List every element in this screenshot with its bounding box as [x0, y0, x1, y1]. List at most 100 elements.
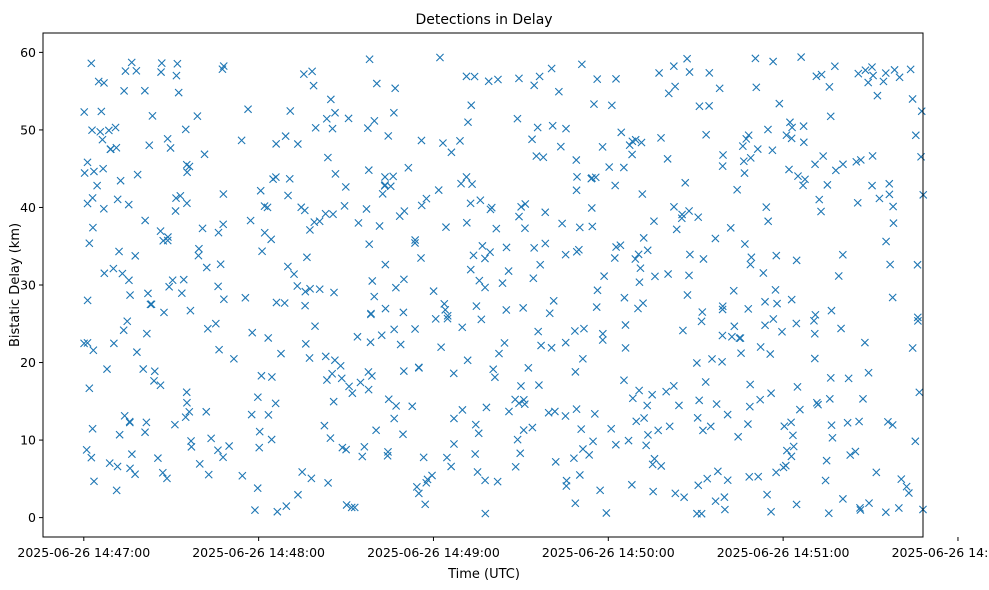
data-point	[142, 329, 151, 338]
data-point	[170, 420, 179, 429]
data-point	[662, 387, 671, 396]
data-point	[463, 356, 472, 365]
data-point	[781, 461, 790, 470]
data-point	[271, 173, 280, 182]
data-point	[255, 427, 264, 436]
data-point	[782, 131, 791, 140]
data-point	[202, 407, 211, 416]
data-point	[723, 476, 732, 485]
data-point	[384, 395, 393, 404]
data-point	[532, 152, 541, 161]
data-point	[885, 179, 894, 188]
data-point	[464, 118, 472, 127]
data-point	[148, 111, 157, 120]
data-point	[585, 450, 594, 459]
data-point	[469, 251, 478, 260]
data-point	[883, 417, 892, 426]
data-point	[375, 221, 384, 230]
data-point	[616, 241, 625, 250]
data-point	[213, 446, 222, 455]
data-point	[788, 431, 797, 440]
data-point	[225, 442, 234, 451]
data-point	[392, 401, 401, 410]
data-point	[127, 450, 136, 459]
data-point	[458, 323, 467, 332]
data-point	[838, 160, 847, 169]
data-point	[203, 324, 212, 333]
data-point	[166, 143, 175, 152]
data-point	[547, 64, 556, 73]
data-point	[823, 180, 832, 189]
data-point	[165, 282, 174, 291]
data-point	[246, 216, 255, 225]
data-point	[680, 493, 689, 502]
data-point	[881, 69, 890, 78]
data-point	[562, 124, 570, 133]
data-point	[116, 176, 125, 185]
data-point	[417, 136, 426, 145]
data-point	[113, 195, 122, 204]
data-point	[577, 425, 586, 434]
data-point	[182, 388, 191, 397]
data-point	[703, 474, 712, 483]
data-point	[574, 245, 583, 254]
data-point	[157, 59, 166, 68]
data-point	[746, 153, 755, 162]
data-point	[734, 432, 743, 441]
data-point	[177, 289, 186, 298]
data-point	[467, 101, 476, 110]
data-point	[126, 464, 135, 473]
data-point	[323, 153, 332, 162]
data-point	[697, 317, 706, 326]
data-point	[873, 91, 882, 100]
data-point	[872, 468, 881, 477]
data-point	[756, 343, 765, 351]
data-point	[99, 204, 108, 213]
data-point	[864, 78, 873, 87]
data-point	[587, 174, 596, 183]
data-point	[745, 402, 754, 411]
data-point	[253, 484, 262, 493]
data-point	[830, 62, 839, 71]
data-point	[153, 454, 162, 463]
data-point	[811, 310, 820, 319]
data-point	[141, 216, 150, 225]
data-point	[481, 476, 490, 485]
data-point	[163, 236, 172, 245]
data-point	[181, 125, 190, 134]
data-point	[267, 373, 276, 382]
data-point	[481, 509, 490, 518]
data-point	[238, 471, 247, 480]
data-point	[671, 489, 680, 498]
data-point	[326, 95, 335, 104]
data-point	[324, 478, 333, 487]
data-point	[125, 418, 134, 427]
data-point	[449, 440, 458, 448]
data-point	[256, 186, 265, 195]
data-point	[474, 429, 483, 438]
data-point	[182, 398, 191, 407]
data-point	[353, 332, 362, 341]
data-point	[648, 390, 657, 399]
data-point	[471, 450, 480, 458]
data-point	[88, 193, 97, 202]
data-point	[229, 354, 238, 363]
data-point	[83, 338, 92, 347]
data-point	[602, 508, 611, 517]
data-point	[96, 127, 105, 136]
data-point	[338, 443, 347, 452]
data-point	[87, 453, 96, 462]
data-point	[286, 107, 295, 116]
data-point	[414, 489, 423, 498]
data-point	[204, 470, 213, 479]
data-point	[785, 165, 793, 174]
data-point	[449, 369, 458, 378]
data-point	[477, 315, 486, 324]
data-point	[328, 369, 337, 378]
data-point	[298, 468, 307, 476]
data-point	[475, 276, 484, 285]
data-point	[500, 338, 509, 347]
data-point	[551, 457, 560, 466]
data-point	[590, 409, 599, 418]
data-point	[514, 74, 523, 83]
